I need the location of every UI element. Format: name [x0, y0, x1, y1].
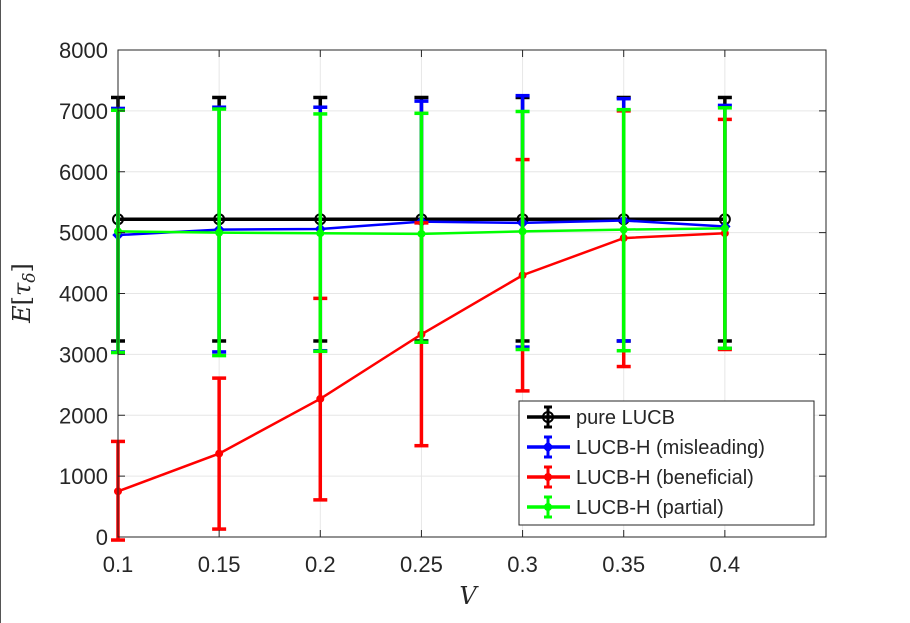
legend-entry-3: LUCB-H (beneficial) [527, 465, 754, 489]
legend-marker [542, 441, 554, 453]
y-tick-label: 4000 [59, 282, 108, 307]
legend-label: LUCB-H (beneficial) [576, 467, 754, 489]
y-tick-label: 1000 [59, 464, 108, 489]
x-tick-label: 0.35 [602, 552, 645, 577]
legend-marker [544, 503, 552, 511]
y-tick-label: 3000 [59, 342, 108, 367]
y-axis-label-close: ] [8, 263, 36, 272]
y-axis-label-var: τ [8, 282, 36, 296]
data-point [720, 224, 729, 233]
series-4 [111, 106, 732, 358]
legend-entry-1: pure LUCB [527, 405, 675, 429]
y-tick-label: 0 [96, 525, 108, 550]
x-axis-label: V [459, 582, 479, 610]
legend-marker [542, 411, 554, 423]
legend-label: LUCB-H (misleading) [576, 437, 765, 459]
legend-label: pure LUCB [576, 407, 675, 429]
data-point [316, 229, 325, 238]
legend: pure LUCB LUCB-H (misleading) LUCB-H (bene… [518, 400, 815, 526]
data-point [619, 225, 628, 234]
y-axis-label-sub: δ [20, 272, 40, 282]
legend-marker [544, 473, 552, 481]
y-tick-label: 2000 [59, 403, 108, 428]
x-tick-label: 0.4 [710, 552, 741, 577]
axis-ticks [117, 49, 826, 538]
y-tick-label: 8000 [59, 38, 108, 63]
y-tick-label: 6000 [59, 160, 108, 185]
x-tick-label: 0.25 [400, 552, 443, 577]
legend-label: LUCB-H (partial) [576, 497, 724, 519]
y-tick-label: 7000 [59, 99, 108, 124]
data-point [518, 227, 527, 236]
legend-entry-2: LUCB-H (misleading) [527, 435, 765, 459]
y-tick-label: 5000 [59, 221, 108, 246]
y-axis-label-open: [ [8, 296, 36, 305]
legend-box [518, 400, 815, 526]
legend-entry-4: LUCB-H (partial) [527, 495, 724, 519]
y-axis-label-main: E [8, 305, 36, 324]
x-tick-label: 0.2 [305, 552, 336, 577]
data-point [417, 229, 426, 238]
data-point [215, 228, 224, 237]
tick-labels: 0 1000 2000 3000 4000 5000 6000 7000 8000 0.1 0.15… [59, 38, 740, 577]
x-tick-label: 0.1 [103, 552, 134, 577]
y-axis-label: E[τδ] [8, 263, 40, 324]
data-point [215, 449, 224, 458]
x-tick-label: 0.15 [198, 552, 241, 577]
x-tick-label: 0.3 [507, 552, 538, 577]
series-layer [111, 93, 732, 542]
data-point [316, 394, 325, 403]
